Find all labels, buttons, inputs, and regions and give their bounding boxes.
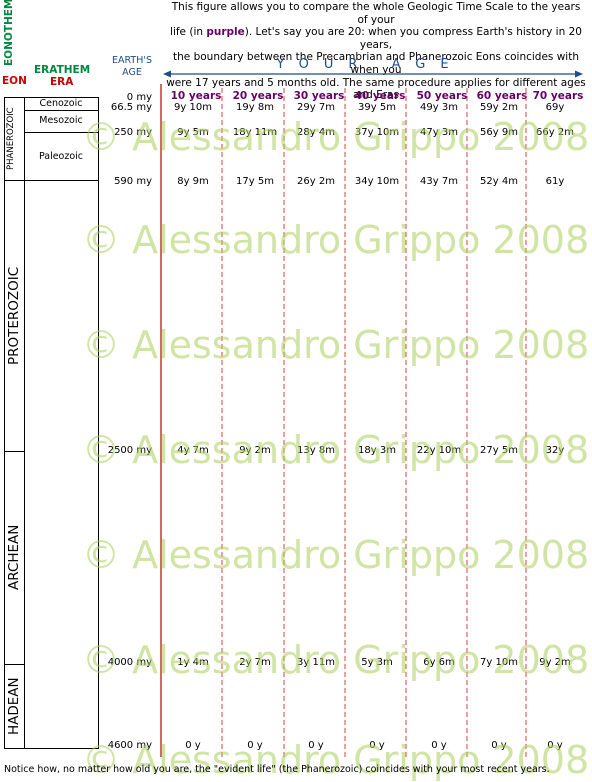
- cenozoic-label: Cenozoic: [39, 98, 83, 109]
- intro-line-2: life (in purple). Let's say you are 20: …: [166, 26, 586, 51]
- age-cell: 18y 11m: [232, 127, 278, 138]
- column-header: 20 years: [232, 90, 284, 102]
- earths-age-value: 250 my: [114, 127, 152, 138]
- age-cell: 32y: [545, 445, 565, 456]
- age-cell: 0 y: [185, 740, 201, 751]
- age-cell: 9y 5m: [177, 127, 209, 138]
- age-cell: 2y 7m: [239, 657, 271, 668]
- earths-age-value: 0 my: [126, 92, 152, 103]
- age-cell: 47y 3m: [420, 127, 458, 138]
- age-cell: 28y 4m: [297, 127, 335, 138]
- age-cell: 69y: [545, 102, 565, 113]
- paleozoic-label: Paleozoic: [38, 151, 84, 162]
- age-cell: 13y 8m: [297, 445, 335, 456]
- column-header: 50 years: [416, 90, 468, 102]
- age-cell: 56y 9m: [480, 127, 518, 138]
- age-cell: 3y 11m: [297, 657, 335, 668]
- age-cell: 39y 5m: [358, 102, 396, 113]
- watermark-text: © Alessandro Grippo 2008: [82, 638, 590, 682]
- age-cell: 27y 5m: [480, 445, 518, 456]
- age-cell: 5y 3m: [361, 657, 393, 668]
- age-cell: 59y 2m: [480, 102, 518, 113]
- age-cell: 26y 2m: [297, 176, 335, 187]
- age-cell: 29y 7m: [297, 102, 335, 113]
- intro-line-2a: life (in: [170, 26, 207, 39]
- age-cell: 66y 2m: [536, 127, 574, 138]
- watermark-text: © Alessandro Grippo 2008: [82, 738, 590, 782]
- watermark-text: © Alessandro Grippo 2008: [82, 428, 590, 472]
- your-age-header: YOUR AGE: [276, 57, 464, 72]
- age-cell: 9y 10m: [174, 102, 212, 113]
- age-cell: 9y 2m: [239, 445, 271, 456]
- age-cell: 0 y: [247, 740, 263, 751]
- age-cell: 49y 3m: [420, 102, 458, 113]
- column-header: 40 years: [354, 90, 406, 102]
- age-cell: 6y 6m: [423, 657, 455, 668]
- age-cell: 43y 7m: [420, 176, 458, 187]
- era-header: ERA: [50, 76, 74, 88]
- age-cell: 37y 10m: [354, 127, 400, 138]
- age-cell: 22y 10m: [416, 445, 462, 456]
- age-cell: 0 y: [491, 740, 507, 751]
- intro-line-3: the boundary between the Precambrian and…: [173, 51, 579, 76]
- age-cell: 9y 2m: [539, 657, 571, 668]
- earths-age-value: 2500 my: [107, 445, 152, 456]
- mesozoic-label: Mesozoic: [39, 115, 83, 126]
- age-cell: 7y 10m: [480, 657, 518, 668]
- earths-age-value: 4000 my: [107, 657, 152, 668]
- age-cell: 61y: [545, 176, 565, 187]
- column-header: 30 years: [293, 90, 345, 102]
- earths-age-value: 66.5 my: [110, 102, 152, 113]
- watermark-text: © Alessandro Grippo 2008: [82, 533, 590, 577]
- earths-age-value: 590 my: [114, 176, 152, 187]
- intro-line-1: This figure allows you to compare the wh…: [171, 1, 581, 26]
- eon-header: EON: [2, 75, 27, 87]
- erathem-header: ERATHEM: [34, 64, 91, 76]
- column-header: 10 years: [170, 90, 222, 102]
- watermark-text: © Alessandro Grippo 2008: [82, 115, 590, 159]
- footer-note: Notice how, no matter how old you are, t…: [4, 764, 550, 775]
- age-cell: 4y 7m: [177, 445, 209, 456]
- your-age-arrow-icon: [163, 70, 583, 78]
- column-header: 70 years: [532, 90, 584, 102]
- age-cell: 17y 5m: [236, 176, 274, 187]
- age-cell: 0 y: [308, 740, 324, 751]
- age-cell: 18y 3m: [358, 445, 396, 456]
- column-header: 60 years: [476, 90, 528, 102]
- age-cell: 0 y: [431, 740, 447, 751]
- watermark-text: © Alessandro Grippo 2008: [82, 218, 590, 262]
- earths-age-header: EARTH'S AGE: [112, 55, 152, 78]
- age-cell: 34y 10m: [354, 176, 400, 187]
- intro-line-4: were 17 years and 5 months old. The same…: [166, 76, 586, 102]
- age-cell: 52y 4m: [480, 176, 518, 187]
- age-cell: 0 y: [369, 740, 385, 751]
- intro-purple-word: purple: [206, 26, 245, 39]
- intro-line-2b: ). Let's say you are 20: when you compre…: [244, 26, 582, 51]
- earths-age-value: 4600 my: [107, 740, 152, 751]
- intro-text: This figure allows you to compare the wh…: [166, 1, 586, 102]
- age-cell: 0 y: [547, 740, 563, 751]
- age-cell: 19y 8m: [236, 102, 274, 113]
- precambrian-era-column: [24, 180, 99, 749]
- age-cell: 8y 9m: [177, 176, 209, 187]
- age-cell: 1y 4m: [177, 657, 209, 668]
- watermark-text: © Alessandro Grippo 2008: [82, 323, 590, 367]
